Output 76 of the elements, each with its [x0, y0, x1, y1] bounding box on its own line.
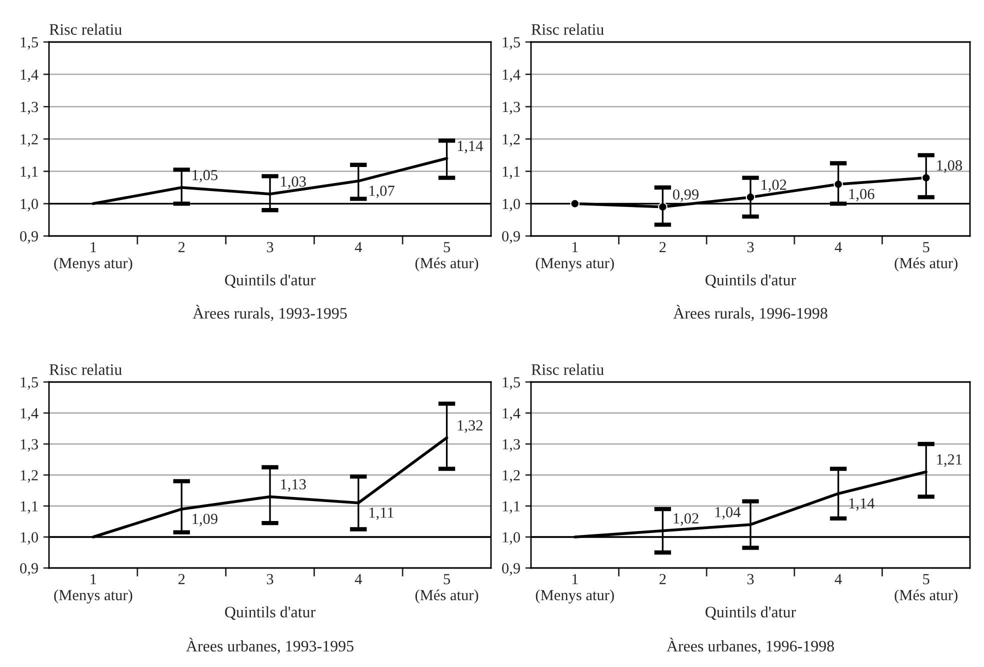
y-tick-label: 1,4 — [502, 70, 520, 82]
x-tick-label: 5 (Més atur) — [894, 574, 958, 604]
data-label: 1,03 — [281, 176, 306, 189]
x-tick-label: 3 — [747, 574, 754, 584]
y-tick-label: 1,4 — [20, 70, 38, 82]
x-tick-label: 2 — [660, 574, 666, 584]
data-label: 1,09 — [192, 514, 218, 526]
y-tick-label: 1,2 — [502, 470, 520, 483]
y-tick-label: 1,2 — [20, 134, 38, 147]
data-label: 1,32 — [458, 420, 482, 433]
data-label: 1,06 — [849, 188, 874, 202]
y-tick-label: 1,2 — [502, 134, 520, 147]
x-axis-title: Quintils d'atur — [706, 274, 796, 288]
y-tick-label: 1,1 — [502, 166, 520, 179]
x-axis-title: Quintils d'atur — [225, 606, 316, 620]
y-tick-label: 1,4 — [502, 408, 520, 421]
y-tick-label: 1,0 — [502, 198, 520, 212]
data-label: 1,13 — [281, 479, 306, 492]
y-tick-label: 1,5 — [20, 377, 38, 390]
x-tick-label: 5 (Més atur) — [415, 242, 478, 272]
data-label: 1,07 — [369, 186, 394, 198]
x-tick-label: 1 (Menys atur) — [536, 242, 614, 272]
x-tick-label: 4 — [834, 574, 842, 584]
y-tick-label: 0,9 — [502, 563, 520, 576]
text: Àrees rurals, 1996-1998 — [673, 304, 828, 322]
y-tick-label: 1,3 — [502, 439, 520, 452]
data-label: 1,05 — [192, 170, 218, 182]
x-axis-title: Quintils d'atur — [225, 274, 316, 288]
x-tick-label: 4 — [354, 574, 362, 584]
x-tick-label: 3 — [266, 242, 274, 252]
y-tick-label: 1,3 — [20, 102, 38, 114]
data-label: 1,14 — [458, 140, 484, 154]
x-tick-label: 2 — [178, 574, 185, 584]
x-tick-label: 2 — [178, 242, 185, 252]
text: Àrees rurals, 1993-1995 — [192, 304, 347, 322]
x-tick-label: 1 (Menys atur) — [54, 574, 132, 604]
y-tick-label: 1,4 — [20, 408, 38, 421]
text: Àrees urbanes, 1996-1998 — [666, 638, 834, 654]
x-tick-label: 2 — [660, 242, 666, 252]
y-tick-label: 1,3 — [502, 102, 520, 114]
y-axis-title: Risc relatiu — [531, 364, 604, 376]
x-tick-label: 5 (Més atur) — [894, 242, 958, 272]
data-label: 1,21 — [937, 454, 962, 467]
y-tick-label: 0,9 — [20, 563, 38, 576]
data-label: 1,02 — [762, 180, 786, 192]
y-tick-label: 0,9 — [502, 231, 520, 244]
y-axis-title: Risc relatiu — [49, 364, 122, 376]
data-label: 1,04 — [715, 507, 741, 520]
y-tick-label: 1,3 — [20, 439, 38, 452]
y-tick-label: 1,1 — [20, 501, 38, 514]
y-tick-label: 1,5 — [502, 377, 520, 390]
x-tick-label: 1 (Menys atur) — [536, 574, 614, 604]
x-tick-label: 4 — [834, 242, 842, 252]
y-tick-label: 1,5 — [502, 37, 520, 50]
x-tick-label: 3 — [747, 242, 754, 252]
x-tick-label: 1 (Menys atur) — [54, 242, 132, 272]
y-tick-label: 1,0 — [20, 198, 38, 212]
data-label: 1,11 — [369, 508, 394, 520]
y-tick-label: 1,1 — [20, 166, 38, 179]
text: Àrees urbanes, 1993-1995 — [186, 638, 354, 654]
y-axis-title: Risc relatiu — [49, 24, 122, 35]
y-tick-label: 1,0 — [502, 532, 520, 545]
y-tick-label: 1,1 — [502, 501, 520, 514]
data-label: 0,99 — [673, 189, 699, 202]
y-tick-label: 1,5 — [20, 37, 38, 50]
data-label: 1,08 — [937, 160, 962, 173]
x-tick-label: 5 (Més atur) — [415, 574, 478, 604]
x-tick-label: 3 — [266, 574, 274, 584]
data-label: 1,14 — [849, 498, 875, 511]
y-axis-title: Risc relatiu — [531, 24, 604, 35]
x-tick-label: 4 — [354, 242, 362, 252]
data-label: 1,02 — [674, 513, 698, 526]
y-tick-label: 0,9 — [20, 231, 38, 244]
x-axis-title: Quintils d'atur — [706, 606, 796, 620]
y-tick-label: 1,0 — [20, 532, 38, 545]
y-tick-label: 1,2 — [20, 470, 38, 483]
